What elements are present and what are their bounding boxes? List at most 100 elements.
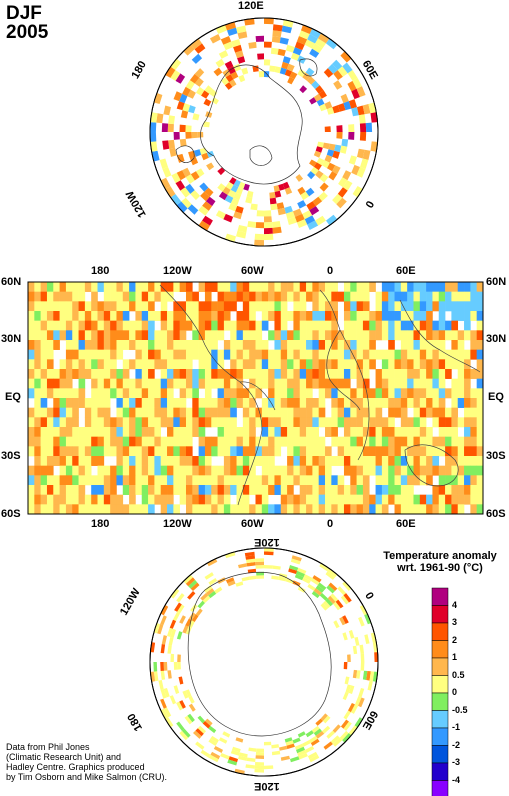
anomaly-cell bbox=[40, 504, 48, 514]
anomaly-cell bbox=[255, 565, 264, 569]
anomaly-cell bbox=[59, 494, 67, 505]
anomaly-cell bbox=[464, 407, 471, 418]
anomaly-cell bbox=[72, 311, 79, 321]
anomaly-cell bbox=[238, 181, 246, 190]
anomaly-cell bbox=[170, 58, 182, 70]
anomaly-cell bbox=[451, 427, 459, 437]
eq-right-lat-60n: 60N bbox=[486, 276, 507, 288]
anomaly-cell bbox=[28, 330, 35, 341]
anomaly-cell bbox=[46, 340, 54, 350]
anomaly-cell bbox=[318, 282, 326, 292]
eq-bottom-lon-60e: 60E bbox=[396, 518, 416, 530]
anomaly-cell bbox=[299, 388, 307, 399]
anomaly-cell bbox=[203, 98, 212, 107]
anomaly-cell bbox=[318, 359, 326, 370]
anomaly-cell bbox=[148, 388, 155, 399]
anomaly-cell bbox=[170, 70, 181, 81]
anomaly-cell bbox=[198, 340, 206, 350]
anomaly-cell bbox=[457, 330, 465, 341]
anomaly-cell bbox=[375, 465, 383, 476]
anomaly-cell bbox=[381, 359, 389, 370]
anomaly-cell bbox=[179, 93, 188, 104]
anomaly-cell bbox=[325, 301, 332, 312]
anomaly-cell bbox=[185, 311, 193, 321]
anomaly-cell bbox=[235, 737, 244, 743]
anomaly-cell bbox=[307, 583, 316, 591]
anomaly-cell bbox=[284, 737, 293, 743]
anomaly-cell bbox=[230, 197, 240, 206]
anomaly-cell bbox=[407, 494, 414, 505]
anomaly-cell bbox=[141, 427, 149, 437]
anomaly-cell bbox=[394, 427, 402, 437]
anomaly-cell bbox=[318, 436, 326, 447]
anomaly-cell bbox=[312, 465, 319, 476]
anomaly-cell bbox=[269, 197, 277, 205]
anomaly-cell bbox=[419, 311, 427, 321]
anomaly-cell bbox=[211, 436, 218, 447]
anomaly-cell bbox=[229, 79, 237, 87]
anomaly-cell bbox=[333, 620, 340, 629]
anomaly-cell bbox=[135, 456, 143, 466]
eq-left-lat-60s: 60S bbox=[1, 508, 21, 520]
anomaly-cell bbox=[91, 378, 98, 389]
anomaly-cell bbox=[407, 465, 414, 476]
anomaly-cell bbox=[185, 320, 193, 331]
anomaly-cell bbox=[171, 172, 181, 184]
anomaly-cell bbox=[160, 388, 168, 399]
legend-level-label: -1 bbox=[452, 722, 461, 732]
anomaly-cell bbox=[208, 738, 218, 746]
anomaly-cell bbox=[242, 456, 250, 466]
anomaly-cell bbox=[237, 56, 246, 64]
anomaly-cell bbox=[187, 204, 199, 215]
anomaly-cell bbox=[315, 85, 324, 94]
anomaly-cell bbox=[223, 41, 234, 51]
anomaly-cell bbox=[394, 436, 402, 447]
anomaly-cell bbox=[28, 494, 35, 505]
anomaly-cell bbox=[173, 504, 180, 514]
anomaly-cell bbox=[238, 563, 248, 569]
anomaly-cell bbox=[407, 504, 414, 514]
anomaly-cell bbox=[438, 330, 446, 341]
anomaly-cell bbox=[218, 737, 228, 744]
anomaly-cell bbox=[356, 485, 364, 495]
anomaly-cell bbox=[78, 436, 86, 447]
anomaly-cell bbox=[400, 301, 408, 312]
anomaly-cell bbox=[388, 359, 395, 370]
anomaly-cell bbox=[370, 141, 378, 152]
anomaly-cell bbox=[362, 456, 370, 466]
anomaly-cell bbox=[148, 417, 155, 428]
legend-level-label: 3 bbox=[452, 617, 458, 627]
anomaly-cell bbox=[156, 113, 164, 124]
anomaly-cell bbox=[103, 369, 111, 379]
anomaly-cell bbox=[122, 398, 130, 408]
anomaly-cell bbox=[356, 291, 364, 302]
anomaly-cell bbox=[135, 398, 143, 408]
anomaly-cell bbox=[312, 282, 319, 292]
anomaly-cell bbox=[476, 320, 483, 331]
anomaly-cell bbox=[426, 388, 433, 399]
anomaly-cell bbox=[179, 446, 187, 457]
anomaly-cell bbox=[46, 282, 54, 292]
anomaly-cell bbox=[103, 349, 111, 360]
anomaly-cell bbox=[280, 475, 288, 486]
anomaly-cell bbox=[204, 311, 212, 321]
anomaly-cell bbox=[34, 369, 41, 379]
anomaly-cell bbox=[451, 398, 459, 408]
anomaly-cell bbox=[59, 388, 67, 399]
anomaly-cell bbox=[227, 580, 236, 587]
anomaly-cell bbox=[348, 703, 355, 713]
anomaly-cell bbox=[375, 436, 383, 447]
anomaly-cell bbox=[256, 210, 264, 217]
anomaly-cell bbox=[388, 407, 395, 418]
anomaly-cell bbox=[110, 417, 117, 428]
anomaly-cell bbox=[280, 378, 288, 389]
anomaly-cell bbox=[246, 558, 256, 564]
anomaly-cell bbox=[400, 475, 408, 486]
anomaly-cell bbox=[255, 378, 263, 389]
anomaly-cell bbox=[352, 645, 358, 655]
anomaly-cell bbox=[65, 456, 73, 466]
anomaly-cell bbox=[53, 340, 60, 350]
anomaly-cell bbox=[261, 349, 269, 360]
anomaly-cell bbox=[451, 282, 459, 292]
anomaly-cell bbox=[476, 378, 483, 389]
